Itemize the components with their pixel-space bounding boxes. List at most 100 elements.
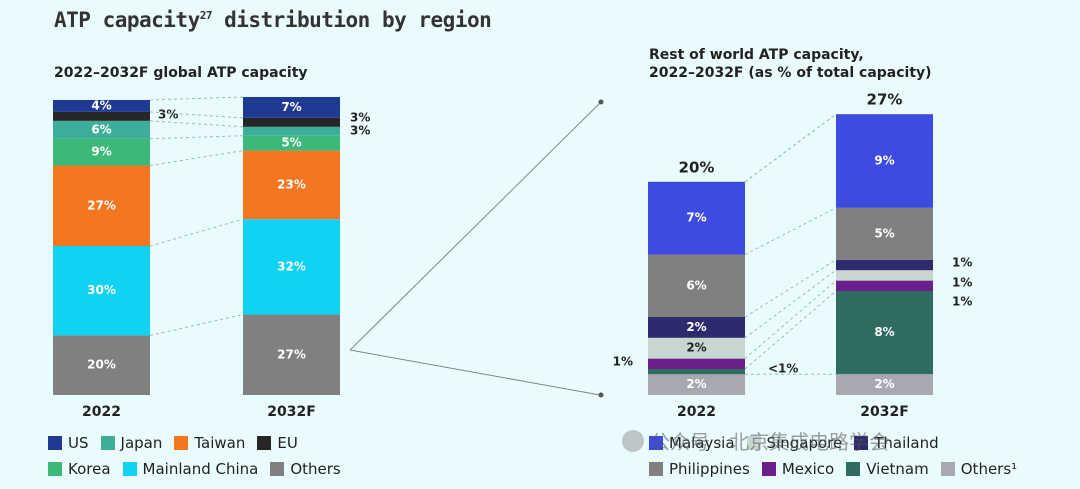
bar-others-2032f bbox=[836, 374, 933, 395]
zoom-point-top bbox=[598, 99, 604, 105]
bar-mainland-china-2032f bbox=[243, 219, 340, 315]
legend-swatch-eu bbox=[257, 436, 272, 450]
bar-mexico-2032f bbox=[836, 280, 933, 291]
bar-others-2032f bbox=[243, 314, 340, 395]
label-others-2032f: 2% bbox=[874, 377, 894, 391]
bar-japan-2022 bbox=[53, 120, 150, 139]
legend-item-philippines: Philippines bbox=[649, 460, 750, 478]
label-eu-2022: 3% bbox=[158, 108, 178, 122]
legend-swatch-philippines bbox=[649, 462, 663, 476]
legend-swatch-taiwan bbox=[174, 436, 189, 450]
total-label-2032f: 27% bbox=[867, 91, 903, 109]
label-singapore-2022: 2% bbox=[686, 341, 706, 355]
right-legend-row: Malaysia Singapore Thailand bbox=[649, 430, 1017, 456]
legend-swatch-others bbox=[270, 462, 285, 476]
right-chart-subtitle: Rest of world ATP capacity, 2022–2032F (… bbox=[649, 46, 932, 82]
bar-thailand-2032f bbox=[836, 259, 933, 271]
bar-philippines-2032f bbox=[836, 207, 933, 260]
connector-mainland-china bbox=[149, 218, 244, 247]
legend-item-japan: Japan bbox=[100, 434, 162, 452]
label-others-2022: 20% bbox=[87, 358, 116, 372]
connector-right-thailand bbox=[744, 259, 837, 318]
bar-korea-2022 bbox=[53, 138, 150, 166]
title-main: ATP capacity bbox=[54, 8, 200, 32]
bar-us-2022 bbox=[53, 99, 150, 112]
bar-vietnam-2032f bbox=[836, 291, 933, 375]
legend-swatch-vietnam bbox=[846, 462, 861, 476]
legend-item-singapore: Singapore bbox=[746, 434, 843, 452]
label-malaysia-2032f: 9% bbox=[874, 154, 894, 168]
legend-label-mainland-china: Mainland China bbox=[142, 460, 259, 478]
legend-label-mexico: Mexico bbox=[781, 460, 835, 478]
axis-label-2022-left: 2022 bbox=[82, 404, 121, 420]
legend-label-taiwan: Taiwan bbox=[194, 434, 246, 452]
legend-label-philippines: Philippines bbox=[669, 460, 750, 478]
label-mexico-2022: 1% bbox=[613, 354, 633, 368]
bar-malaysia-2032f bbox=[836, 114, 933, 208]
legend-item-mainland-china: Mainland China bbox=[122, 460, 259, 478]
bar-philippines-2022 bbox=[648, 254, 745, 317]
legend-item-us: US bbox=[48, 434, 89, 452]
bar-korea-2032f bbox=[243, 135, 340, 151]
legend-item-taiwan: Taiwan bbox=[174, 434, 245, 452]
legend-item-others: Others bbox=[270, 460, 341, 478]
connector-korea bbox=[149, 135, 244, 140]
connector-japan bbox=[149, 120, 244, 128]
legend-label-thailand: Thailand bbox=[874, 434, 939, 452]
left-chart-subtitle: 2022–2032F global ATP capacity bbox=[54, 65, 308, 81]
bar-eu-2022 bbox=[53, 111, 150, 121]
legend-swatch-japan bbox=[100, 436, 115, 450]
zoom-line-bottom bbox=[349, 349, 601, 396]
label-others-2022: 2% bbox=[686, 377, 706, 391]
bar-singapore-2032f bbox=[836, 270, 933, 281]
legend-swatch-others bbox=[940, 462, 955, 476]
legend-label-others: Others bbox=[290, 460, 341, 478]
legend-item-korea: Korea bbox=[48, 460, 111, 478]
legend-swatch-mainland-china bbox=[122, 462, 137, 476]
connector-right-philippines bbox=[744, 207, 837, 256]
connector-taiwan bbox=[149, 150, 244, 167]
chart-title: ATP capacity27 distribution by region bbox=[54, 8, 492, 32]
bar-others-2022 bbox=[53, 335, 150, 395]
bar-thailand-2022 bbox=[648, 317, 745, 338]
label-mainland-china-2022: 30% bbox=[87, 283, 116, 297]
legend-label-vietnam: Vietnam bbox=[866, 460, 929, 478]
legend-swatch-singapore bbox=[746, 436, 761, 450]
zoom-line-top bbox=[349, 102, 601, 351]
connector-right-singapore bbox=[744, 269, 837, 339]
label-taiwan-2022: 27% bbox=[87, 198, 116, 212]
bar-us-2032f bbox=[243, 97, 340, 118]
right-legend: Malaysia Singapore Thailand Philippines Mexi… bbox=[649, 430, 1017, 482]
right-legend-row: Philippines Mexico Vietnam Others¹ bbox=[649, 456, 1017, 482]
legend-label-korea: Korea bbox=[68, 460, 111, 478]
zoom-anchor bbox=[340, 315, 350, 350]
legend-label-others: Others¹ bbox=[960, 460, 1018, 478]
total-label-2022: 20% bbox=[679, 158, 715, 176]
legend-item-mexico: Mexico bbox=[761, 460, 835, 478]
label-philippines-2032f: 5% bbox=[874, 226, 894, 240]
bar-others-2022 bbox=[648, 374, 745, 395]
bar-mexico-2022 bbox=[648, 358, 745, 369]
label-thailand-2032f: 1% bbox=[952, 256, 972, 270]
bar-mainland-china-2022 bbox=[53, 246, 150, 336]
connector-others bbox=[149, 314, 244, 336]
label-malaysia-2022: 7% bbox=[686, 211, 706, 225]
connector-us bbox=[149, 96, 244, 101]
label-thailand-2022: 2% bbox=[686, 320, 706, 334]
wechat-icon bbox=[622, 429, 644, 452]
legend-label-malaysia: Malaysia bbox=[669, 434, 735, 452]
right-subtitle-line1: Rest of world ATP capacity, bbox=[649, 47, 864, 63]
label-japan-2022: 6% bbox=[91, 122, 111, 136]
label-japan-2032f: 3% bbox=[350, 124, 370, 138]
watermark-text: 公众号 · 北京集成电路学会 bbox=[650, 430, 890, 454]
title-rest: distribution by region bbox=[211, 8, 492, 32]
axis-label-2022-right: 2022 bbox=[677, 404, 716, 420]
label-philippines-2022: 6% bbox=[686, 278, 706, 292]
bar-taiwan-2032f bbox=[243, 150, 340, 220]
label-vietnam-2032f: 8% bbox=[874, 325, 894, 339]
left-legend-row: US Japan Taiwan EU bbox=[48, 430, 341, 456]
legend-label-singapore: Singapore bbox=[766, 434, 843, 452]
label-eu-2032f: 3% bbox=[350, 111, 370, 125]
label-mexico-2032f: 1% bbox=[952, 295, 972, 309]
legend-item-vietnam: Vietnam bbox=[846, 460, 929, 478]
